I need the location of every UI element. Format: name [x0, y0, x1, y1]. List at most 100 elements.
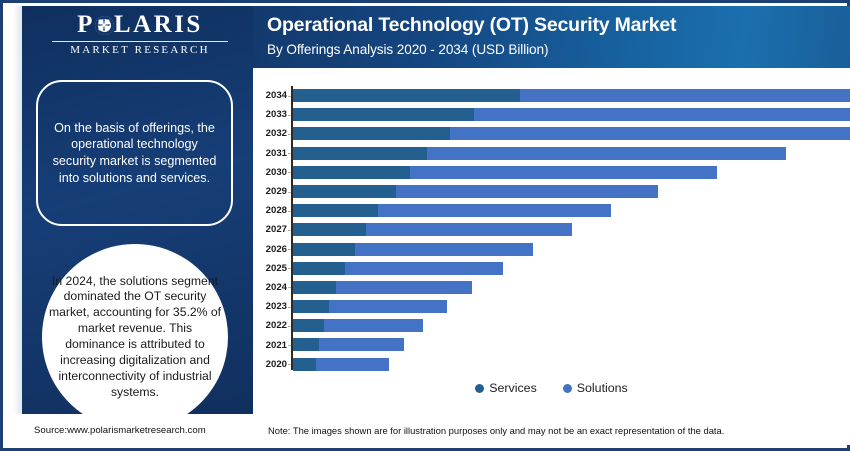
bar-segment-solutions [473, 108, 850, 122]
source-text: Source:www.polarismarketresearch.com [34, 425, 206, 436]
y-axis-tick-mark [288, 229, 291, 231]
legend-item-services[interactable]: Services [475, 381, 537, 395]
y-axis-tick-label: 2032 [265, 128, 287, 140]
bar-row: 2023 [253, 297, 850, 316]
page-title: Operational Technology (OT) Security Mar… [267, 14, 677, 36]
y-axis-tick-mark [288, 268, 291, 270]
logo-tagline: MARKET RESEARCH [70, 44, 210, 57]
chart-legend: Services Solutions [253, 381, 850, 395]
logo-divider [52, 41, 228, 43]
y-axis-tick-label: 2034 [265, 90, 287, 102]
bar-segment-solutions [396, 184, 658, 198]
bar-row: 2031 [253, 144, 850, 163]
bar-segment-services [292, 242, 355, 256]
stacked-bar [292, 357, 390, 371]
stacked-bar [292, 280, 472, 294]
bar-segment-services [292, 204, 378, 218]
page-subtitle: By Offerings Analysis 2020 - 2034 (USD B… [267, 42, 549, 58]
bar-row: 2028 [253, 201, 850, 220]
stacked-bar [292, 319, 423, 333]
y-axis-tick-mark [288, 210, 291, 212]
bar-segment-solutions [354, 242, 533, 256]
bar-segment-services [292, 280, 337, 294]
y-axis-tick-mark [288, 287, 291, 289]
left-sidebar-panel: P LARIS MARKET RESEARCH On the basis of o… [6, 6, 253, 420]
bar-row: 2029 [253, 182, 850, 201]
bar-segment-solutions [329, 300, 447, 314]
bar-segment-solutions [344, 261, 504, 275]
bar-segment-solutions [449, 127, 850, 141]
bar-row: 2033 [253, 105, 850, 124]
logo-wordmark: P LARIS [40, 11, 240, 38]
polaris-logo: P LARIS MARKET RESEARCH [40, 11, 240, 57]
y-axis-tick-mark [288, 364, 291, 366]
bar-row: 2024 [253, 278, 850, 297]
bar-row: 2025 [253, 259, 850, 278]
bar-row: 2032 [253, 124, 850, 143]
stacked-bar [292, 223, 572, 237]
y-axis-tick-mark [288, 249, 291, 251]
legend-swatch-icon [562, 383, 572, 393]
y-axis-tick-mark [288, 325, 291, 327]
insight-circle-text: In 2024, the solutions segment dominated… [48, 273, 222, 399]
stacked-bar [292, 338, 405, 352]
bar-row: 2021 [253, 335, 850, 354]
y-axis-tick-mark [288, 153, 291, 155]
legend-label: Solutions [576, 381, 628, 395]
y-axis-tick-label: 2026 [265, 243, 287, 255]
bar-row: 2026 [253, 240, 850, 259]
bar-segment-solutions [366, 223, 572, 237]
y-axis-tick-label: 2031 [265, 147, 287, 159]
bar-segment-services [292, 300, 330, 314]
bar-segment-services [292, 108, 474, 122]
insight-circle-callout: In 2024, the solutions segment dominated… [42, 244, 228, 420]
disclaimer-note: Note: The images shown are for illustrat… [268, 425, 725, 436]
legend-item-solutions[interactable]: Solutions [562, 381, 628, 395]
bar-segment-services [292, 223, 367, 237]
y-axis-tick-mark [288, 191, 291, 193]
stacked-bar [292, 127, 850, 141]
stacked-bar [292, 108, 850, 122]
segmentation-callout-text: On the basis of offerings, the operation… [52, 120, 217, 185]
y-axis-tick-label: 2033 [265, 109, 287, 121]
stacked-bar [292, 300, 447, 314]
stacked-bar [292, 165, 717, 179]
y-axis-tick-label: 2023 [265, 301, 287, 313]
bar-row: 2030 [253, 163, 850, 182]
bar-row: 2022 [253, 316, 850, 335]
y-axis-tick-mark [288, 95, 291, 97]
bar-segment-solutions [426, 146, 787, 160]
logo-letters-rest: LARIS [113, 11, 203, 38]
bar-segment-solutions [323, 319, 423, 333]
y-axis-tick-label: 2030 [265, 166, 287, 178]
y-axis-tick-label: 2021 [265, 339, 287, 351]
logo-letter-p: P [77, 11, 95, 38]
bar-segment-solutions [377, 204, 611, 218]
bar-segment-services [292, 184, 397, 198]
y-axis-tick-mark [288, 345, 291, 347]
y-axis-tick-label: 2024 [265, 281, 287, 293]
y-axis-tick-mark [288, 172, 291, 174]
bar-segment-services [292, 338, 320, 352]
y-axis-tick-mark [288, 133, 291, 135]
stacked-bar [292, 261, 504, 275]
y-axis-tick-mark [288, 306, 291, 308]
y-axis-tick-label: 2029 [265, 186, 287, 198]
y-axis-line [291, 86, 293, 370]
bar-segment-services [292, 146, 427, 160]
bar-segment-services [292, 319, 324, 333]
bar-segment-services [292, 261, 345, 275]
bar-segment-solutions [319, 338, 405, 352]
bar-row: 2020 [253, 355, 850, 374]
plot-region: 2034 2033 2032 2031 2030 2029 2028 2027 2026 2025… [253, 68, 850, 388]
bar-segment-services [292, 89, 521, 102]
footer-bar: Source:www.polarismarketresearch.com Not… [6, 414, 850, 445]
bar-segment-solutions [409, 165, 717, 179]
bar-segment-services [292, 165, 410, 179]
legend-swatch-icon [475, 383, 485, 393]
compass-star-icon [94, 15, 114, 35]
bar-row: 2027 [253, 220, 850, 239]
bar-row: 2034 [253, 86, 850, 105]
legend-label: Services [489, 381, 537, 395]
bar-rows-container: 2034 2033 2032 2031 2030 2029 2028 2027 2026 2025… [253, 86, 850, 371]
